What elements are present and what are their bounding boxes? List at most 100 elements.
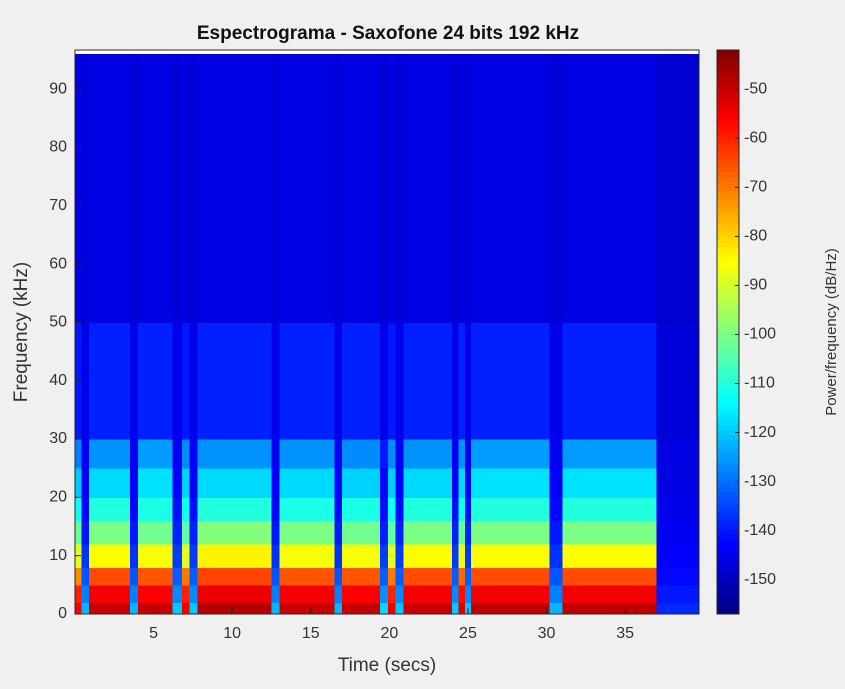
heatmap-cell xyxy=(452,584,460,603)
heatmap-cell xyxy=(172,602,183,615)
heatmap-cell xyxy=(403,584,453,603)
colorbar-segment xyxy=(717,125,739,131)
colorbar-segment xyxy=(717,134,739,140)
heatmap-cell xyxy=(197,520,272,545)
colorbar-tick-label: -140 xyxy=(744,522,776,539)
colorbar-tick-label: -150 xyxy=(744,571,776,588)
heatmap-cell xyxy=(458,544,466,568)
colorbar-segment xyxy=(717,463,739,469)
heatmap-cell xyxy=(549,584,563,603)
colorbar-segment xyxy=(717,501,739,507)
y-tick-label: 70 xyxy=(49,197,67,214)
heatmap-cell xyxy=(656,602,700,615)
heatmap-cell xyxy=(387,497,397,522)
colorbar-segment xyxy=(717,205,739,211)
y-tick-label: 90 xyxy=(49,80,67,97)
heatmap-cell xyxy=(334,322,343,440)
heatmap-cell xyxy=(81,567,90,586)
heatmap-cell xyxy=(395,544,405,568)
heatmap-cell xyxy=(75,497,82,522)
heatmap-cell xyxy=(471,322,551,440)
colorbar-segment xyxy=(717,181,739,187)
colorbar-segment xyxy=(717,444,739,451)
colorbar-segment xyxy=(717,294,739,300)
heatmap-cell xyxy=(75,602,82,615)
colorbar-segment xyxy=(717,407,739,413)
colorbar-segment xyxy=(717,162,739,169)
colorbar-segment xyxy=(717,379,739,385)
colorbar-segment xyxy=(717,101,739,107)
colorbar-segment xyxy=(717,585,739,592)
colorbar-segment xyxy=(717,200,739,206)
heatmap-cell xyxy=(137,584,173,603)
heatmap-cell xyxy=(464,54,472,323)
heatmap-cell xyxy=(403,567,453,586)
heatmap-cell xyxy=(197,54,272,323)
colorbar-segment xyxy=(717,557,739,563)
heatmap-cell xyxy=(464,544,472,568)
heatmap-cell xyxy=(471,54,551,323)
heatmap-cell xyxy=(471,497,551,522)
x-tick-label: 20 xyxy=(380,625,398,642)
y-tick-label: 80 xyxy=(49,139,67,156)
heatmap-cell xyxy=(656,497,700,522)
heatmap-cell xyxy=(342,520,381,545)
heatmap-cell xyxy=(458,322,466,440)
heatmap-cell xyxy=(137,322,173,440)
plot-frame xyxy=(74,49,700,615)
heatmap-cell xyxy=(656,520,700,545)
heatmap-cell xyxy=(130,439,139,469)
colorbar-segment xyxy=(717,487,739,493)
heatmap-cell xyxy=(279,584,335,603)
heatmap-cell xyxy=(89,322,131,440)
colorbar-segment xyxy=(717,59,739,65)
colorbar-segment xyxy=(717,538,739,545)
colorbar-segment xyxy=(717,111,739,117)
colorbar-segment xyxy=(717,214,739,220)
heatmap-cell xyxy=(458,439,466,469)
colorbar-segment xyxy=(717,191,739,197)
heatmap-cell xyxy=(387,544,397,568)
heatmap-cell xyxy=(189,602,199,615)
colorbar-segment xyxy=(717,341,739,347)
heatmap-cell xyxy=(197,567,272,586)
colorbar-tick-label: -110 xyxy=(744,375,775,392)
heatmap-cell xyxy=(189,54,199,323)
heatmap-cell xyxy=(656,468,700,498)
heatmap-cell xyxy=(471,584,551,603)
heatmap-cell xyxy=(452,520,460,545)
heatmap-cell xyxy=(471,602,551,615)
colorbar-segment xyxy=(717,327,739,333)
heatmap-cell xyxy=(89,439,131,469)
heatmap-cell xyxy=(172,567,183,586)
heatmap-cell xyxy=(464,567,472,586)
colorbar-tick-label: -90 xyxy=(744,277,767,294)
colorbar-segment xyxy=(717,242,739,248)
colorbar-tick-label: -50 xyxy=(744,80,767,97)
colorbar-segment xyxy=(717,609,739,615)
heatmap-cell xyxy=(279,602,335,615)
heatmap-cell xyxy=(458,520,466,545)
heatmap-cell xyxy=(181,468,191,498)
heatmap-cell xyxy=(464,468,472,498)
heatmap-cell xyxy=(403,54,453,323)
heatmap-cell xyxy=(137,544,173,568)
heatmap-cell xyxy=(342,54,381,323)
x-tick-label: 30 xyxy=(538,625,556,642)
colorbar-segment xyxy=(717,571,739,577)
colorbar-segment xyxy=(717,317,739,324)
colorbar-segment xyxy=(717,383,739,389)
heatmap-cell xyxy=(172,54,183,323)
heatmap-cell xyxy=(403,544,453,568)
heatmap-cell xyxy=(452,322,460,440)
y-tick-label: 20 xyxy=(49,489,67,506)
heatmap-cell xyxy=(197,497,272,522)
heatmap-cell xyxy=(279,520,335,545)
colorbar-segment xyxy=(717,275,739,281)
colorbar-segment xyxy=(717,515,739,521)
heatmap-cell xyxy=(137,602,173,615)
heatmap-cell xyxy=(89,520,131,545)
colorbar-segment xyxy=(717,87,739,93)
heatmap-cell xyxy=(458,584,466,603)
